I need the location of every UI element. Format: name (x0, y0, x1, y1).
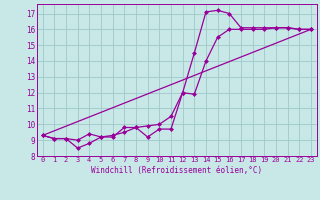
X-axis label: Windchill (Refroidissement éolien,°C): Windchill (Refroidissement éolien,°C) (91, 166, 262, 175)
